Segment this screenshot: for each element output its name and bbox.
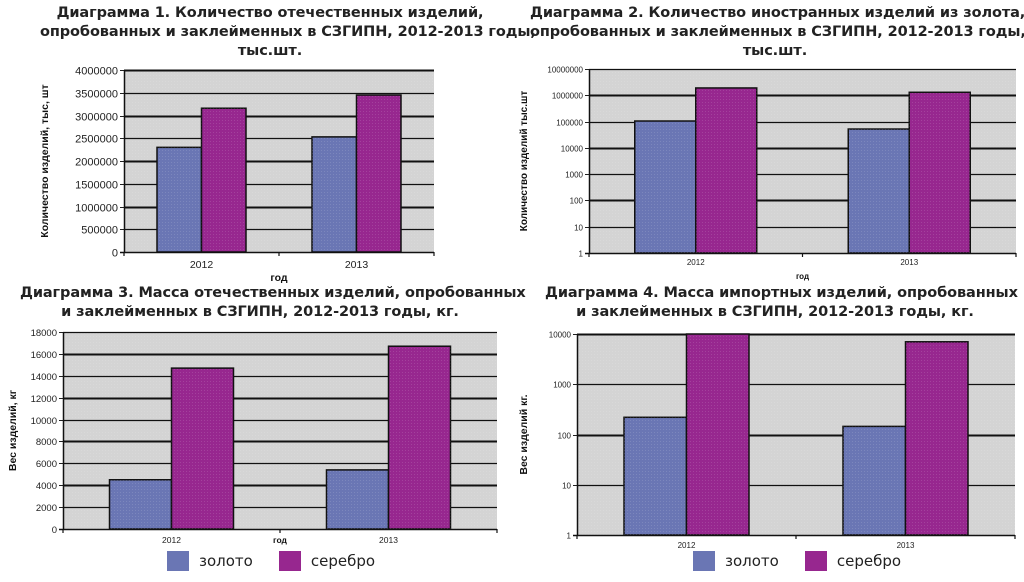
y-tick-label: 16000 (31, 350, 57, 361)
y-axis-label: Количество изделий, тыс, шт (39, 84, 51, 237)
y-tick-label: 10000 (561, 144, 584, 153)
x-tick-label: 2013 (897, 541, 915, 550)
chart-2: 1 10 100 1000 10000 100000 1000000 10000000 2012… (519, 65, 1017, 281)
bar-texture (326, 469, 389, 529)
legend-label-silver: серебро (310, 552, 376, 570)
bar-texture (157, 147, 202, 252)
bar-texture (201, 108, 246, 252)
y-tick-label: 2500000 (75, 133, 118, 145)
legend-item-gold: золото (167, 551, 253, 571)
y-tick-label: 0 (52, 525, 57, 536)
y-tick-label: 4000000 (75, 65, 118, 77)
y-tick-label: 10000 (31, 416, 57, 427)
chart-3-legend: золото серебро (167, 551, 401, 571)
chart-4-title: Диаграмма 4. Масса импортных изделий, оп… (545, 284, 1018, 322)
y-tick-label: 100000 (556, 118, 583, 127)
y-tick-label: 1500000 (75, 179, 118, 191)
y-tick-label: 1000 (553, 380, 571, 389)
y-tick-label: 0 (112, 247, 118, 259)
y-tick-label: 14000 (31, 372, 57, 383)
bar-texture (848, 129, 910, 253)
x-tick-label: 2012 (162, 535, 181, 545)
chart-2-title-line: Диаграмма 2. Количество иностранных изде… (530, 5, 1024, 21)
x-tick-label: 2012 (678, 541, 696, 550)
y-tick-label: 3500000 (75, 88, 118, 100)
legend-label-silver: серебро (836, 552, 902, 570)
legend-label-gold: золото (199, 552, 253, 570)
legend-swatch-silver (804, 551, 827, 571)
y-tick-label: 1 (579, 249, 584, 258)
y-axis-label: Вес изделий, кг (7, 389, 19, 471)
y-axis-label: Количество изделий тыс.шт (519, 91, 530, 232)
chart-3-title-line: Диаграмма 3. Масса отечественных изделий… (20, 285, 526, 301)
bar-texture (356, 95, 401, 253)
bar-texture (686, 334, 749, 535)
x-axis-label: год (273, 535, 288, 545)
x-axis-label: год (796, 272, 809, 281)
bar-texture (695, 87, 757, 254)
bar-texture (109, 479, 172, 529)
y-tick-label: 1000000 (552, 91, 584, 100)
y-tick-label: 10000 (549, 330, 572, 339)
chart-2-title-line: опробованных и заклейменных в СЗГИПН, 20… (530, 24, 1024, 40)
y-tick-label: 1000000 (75, 202, 118, 214)
chart-3-title: Диаграмма 3. Масса отечественных изделий… (20, 284, 526, 322)
y-tick-label: 8000 (36, 437, 57, 448)
y-tick-label: 100 (570, 196, 584, 205)
chart-1-title: Диаграмма 1. Количество отечественных из… (40, 4, 536, 61)
x-tick-label: 2012 (190, 259, 214, 271)
chart-2-title: Диаграмма 2. Количество иностранных изде… (530, 4, 1024, 61)
chart-1: 0 500000 1000000 1500000 2000000 2500000 30000… (39, 65, 435, 284)
y-tick-label: 6000 (36, 459, 57, 470)
legend-swatch-gold (167, 551, 189, 571)
legend-swatch-gold (693, 551, 715, 571)
legend-label-gold: золото (725, 552, 779, 570)
bar-texture (909, 92, 971, 253)
chart-4-legend: золото серебро (693, 551, 927, 571)
legend-item-gold: золото (693, 551, 779, 571)
chart-1-title-line: опробованных и заклейменных в СЗГИПН, 20… (40, 24, 536, 40)
x-tick-label: 2012 (687, 258, 705, 267)
chart-4: 1 10 100 1000 10000 2012 2013 Вес изделий кг. (518, 330, 1016, 550)
chart-3: 0 2000 4000 6000 8000 10000 12000 14000 16000 180… (7, 328, 498, 545)
legend-item-silver: серебро (278, 551, 376, 571)
chart-4-title-line: Диаграмма 4. Масса импортных изделий, оп… (545, 285, 1018, 301)
chart-1-title-line: тыс.шт. (237, 43, 303, 59)
bar-texture (312, 136, 357, 252)
bar-texture (171, 368, 234, 529)
x-tick-label: 2013 (900, 258, 918, 267)
y-tick-label: 12000 (31, 394, 57, 405)
bar-texture (624, 417, 687, 535)
x-axis-label: год (270, 272, 288, 284)
legend-item-silver: серебро (804, 551, 902, 571)
chart-4-title-line: и заклейменных в СЗГИПН, 2012-2013 годы,… (576, 304, 974, 320)
y-tick-label: 1 (567, 531, 572, 540)
y-tick-label: 500000 (81, 224, 118, 236)
x-tick-label: 2013 (379, 535, 398, 545)
y-axis-label: Вес изделий кг. (518, 394, 530, 474)
clipped-text-strip (0, 575, 1024, 582)
x-tick-label: 2013 (345, 259, 369, 271)
y-tick-label: 10 (574, 223, 583, 232)
y-tick-label: 10 (562, 481, 571, 490)
bar-texture (388, 346, 451, 529)
y-tick-label: 2000 (36, 503, 57, 514)
y-tick-label: 3000000 (75, 111, 118, 123)
bar-texture (843, 426, 906, 535)
y-tick-label: 18000 (31, 328, 57, 339)
y-tick-label: 2000000 (75, 156, 118, 168)
y-tick-label: 4000 (36, 481, 57, 492)
bar-texture (634, 121, 696, 253)
y-tick-label: 100 (558, 431, 572, 440)
y-tick-label: 1000 (565, 170, 583, 179)
bar-texture (905, 341, 968, 535)
chart-2-title-line: тыс.шт. (742, 43, 808, 59)
chart-1-title-line: Диаграмма 1. Количество отечественных из… (56, 5, 484, 21)
chart-3-title-line: и заклейменных в СЗГИПН, 2012-2013 годы,… (61, 304, 459, 320)
y-tick-label: 10000000 (547, 65, 583, 74)
legend-swatch-silver (278, 551, 301, 571)
